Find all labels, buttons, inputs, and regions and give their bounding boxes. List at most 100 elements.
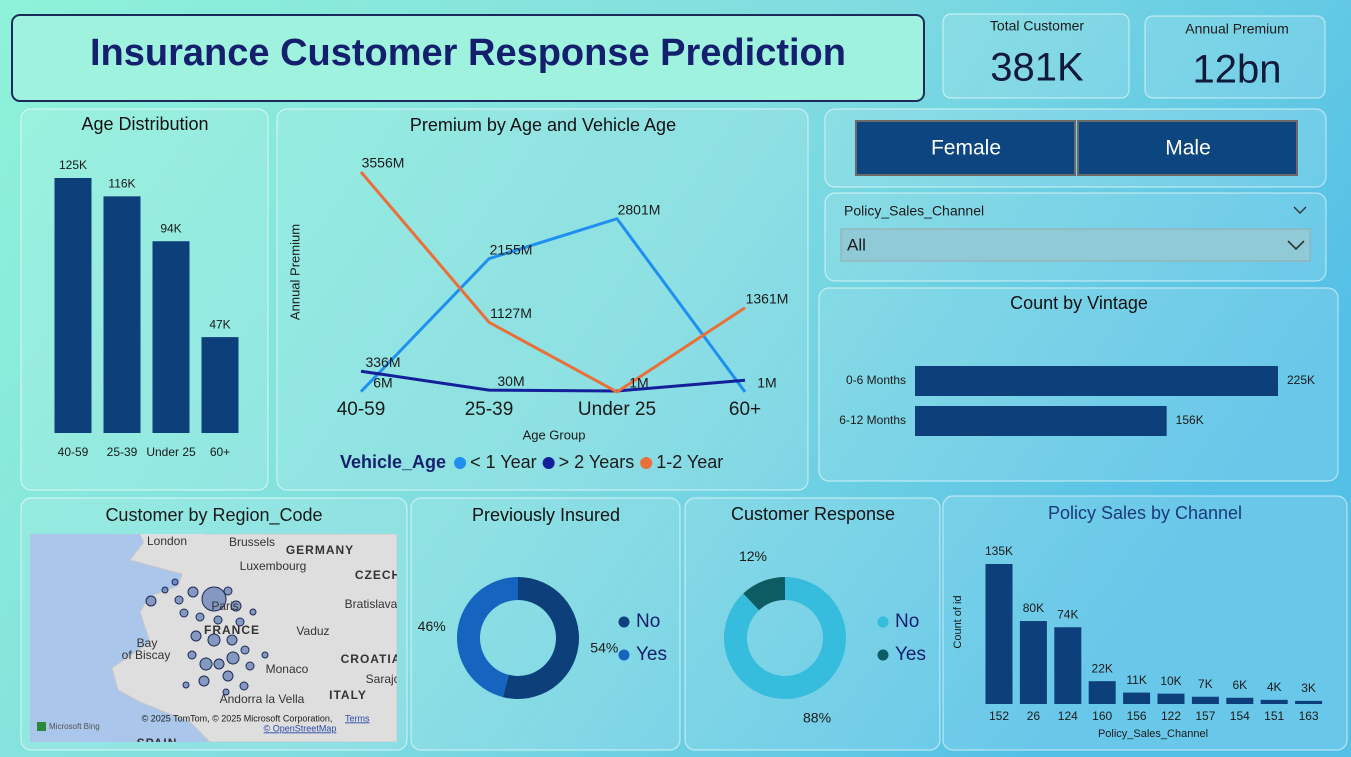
map-bubble xyxy=(182,681,190,689)
x-tick-label: 152 xyxy=(989,709,1009,723)
map-bubble xyxy=(261,651,269,659)
slicer-button[interactable] xyxy=(1077,120,1298,176)
y-axis-label: Annual Premium xyxy=(287,224,302,320)
map-label: Sarajo xyxy=(366,672,401,686)
y-tick-label: 0-6 Months xyxy=(846,373,906,387)
x-tick-label: 60+ xyxy=(210,445,230,459)
data-label: 1M xyxy=(629,375,648,391)
map-bubble xyxy=(235,617,245,627)
map-link[interactable]: © OpenStreetMap xyxy=(264,723,337,733)
data-label: 88% xyxy=(803,710,831,726)
slicer-button[interactable] xyxy=(855,120,1076,176)
data-label: 4K xyxy=(1267,680,1282,694)
map-bubble xyxy=(174,595,184,605)
bar xyxy=(1088,681,1116,704)
map-bubble xyxy=(230,600,242,612)
legend-label: > 2 Years xyxy=(559,452,635,472)
land xyxy=(111,534,397,742)
legend-marker xyxy=(877,649,889,661)
map-bubble xyxy=(245,661,255,671)
collapse-icon[interactable] xyxy=(1293,206,1307,214)
slicer-label: Policy_Sales_Channel xyxy=(844,203,984,219)
bar xyxy=(201,337,239,433)
data-label: 3K xyxy=(1301,681,1316,695)
data-label: 30M xyxy=(497,373,524,389)
donut-slice xyxy=(743,577,785,611)
map-bubble xyxy=(171,578,179,586)
map-label: of Biscay xyxy=(122,648,171,662)
x-tick-label: 40-59 xyxy=(337,399,386,420)
legend-label: 1-2 Year xyxy=(656,452,723,472)
x-tick-label: Under 25 xyxy=(578,399,656,420)
kpi-label: Total Customer xyxy=(990,18,1084,34)
x-tick-label: 156 xyxy=(1127,709,1147,723)
data-label: 12% xyxy=(739,548,767,564)
map-bubble xyxy=(187,650,197,660)
slicer-option[interactable]: Male xyxy=(1165,137,1211,160)
panel xyxy=(276,108,809,491)
data-label: 6M xyxy=(373,374,392,390)
dropdown[interactable] xyxy=(840,228,1311,262)
dropdown-icon[interactable] xyxy=(1287,240,1305,251)
legend-label: < 1 Year xyxy=(470,452,537,472)
map-label: Monaco xyxy=(266,662,309,676)
data-label: 11K xyxy=(1126,673,1146,687)
chart-title: Age Distribution xyxy=(81,114,208,134)
data-label: 2155M xyxy=(490,241,533,257)
map-bubble xyxy=(201,586,227,612)
data-label: 125K xyxy=(59,158,87,172)
data-label: 135K xyxy=(985,544,1013,558)
data-label: 1M xyxy=(757,375,776,391)
map-bubble xyxy=(213,658,225,670)
dropdown-value[interactable]: All xyxy=(847,235,866,254)
x-tick-label: 122 xyxy=(1161,709,1181,723)
slicer-option[interactable]: Female xyxy=(931,137,1001,160)
map-label: ITALY xyxy=(329,688,367,702)
legend-marker xyxy=(618,649,630,661)
map-bubble xyxy=(161,586,169,594)
legend-label: Yes xyxy=(895,644,926,665)
bar xyxy=(1054,627,1082,704)
bar xyxy=(152,241,190,433)
data-label: 7K xyxy=(1198,677,1213,691)
land xyxy=(140,534,205,556)
data-label: 74K xyxy=(1057,607,1078,621)
map-bubble xyxy=(207,633,221,647)
bar xyxy=(54,178,92,433)
map-bubble xyxy=(222,688,230,696)
legend-title: Vehicle_Age xyxy=(340,452,446,472)
x-tick-label: 25-39 xyxy=(107,445,138,459)
data-label: 3556M xyxy=(362,155,405,171)
map-label: Bratislava xyxy=(345,597,398,611)
title-panel xyxy=(11,14,925,102)
line xyxy=(359,216,747,393)
map-label: Andorra la Vella xyxy=(220,692,305,706)
map-bubble xyxy=(195,612,205,622)
map-link[interactable]: Terms xyxy=(345,713,370,723)
panel xyxy=(410,497,681,751)
bar xyxy=(1157,693,1185,704)
map-bubble xyxy=(198,675,210,687)
legend-label: No xyxy=(895,611,919,632)
map-bubble xyxy=(240,645,250,655)
legend-marker xyxy=(542,457,555,469)
bar xyxy=(985,564,1013,704)
chart-title: Customer by Region_Code xyxy=(105,505,322,526)
map-label: London xyxy=(147,534,187,548)
y-tick-label: 6-12 Months xyxy=(839,413,906,427)
map-bubble xyxy=(190,630,202,642)
map-credit: Microsoft Bing xyxy=(49,722,100,731)
map-bubble xyxy=(223,586,233,596)
map-label: Paris xyxy=(211,599,238,613)
map-label: GERMANY xyxy=(286,543,354,557)
data-label: 22K xyxy=(1092,661,1113,675)
x-tick-label: 160 xyxy=(1092,709,1112,723)
bar xyxy=(915,366,1278,396)
x-tick-label: 25-39 xyxy=(465,399,514,420)
bar xyxy=(915,406,1167,436)
line xyxy=(360,369,746,393)
bar xyxy=(1123,692,1151,704)
map-label: Luxembourg xyxy=(240,559,307,573)
x-tick-label: 157 xyxy=(1195,709,1215,723)
map-bubble xyxy=(249,608,257,616)
